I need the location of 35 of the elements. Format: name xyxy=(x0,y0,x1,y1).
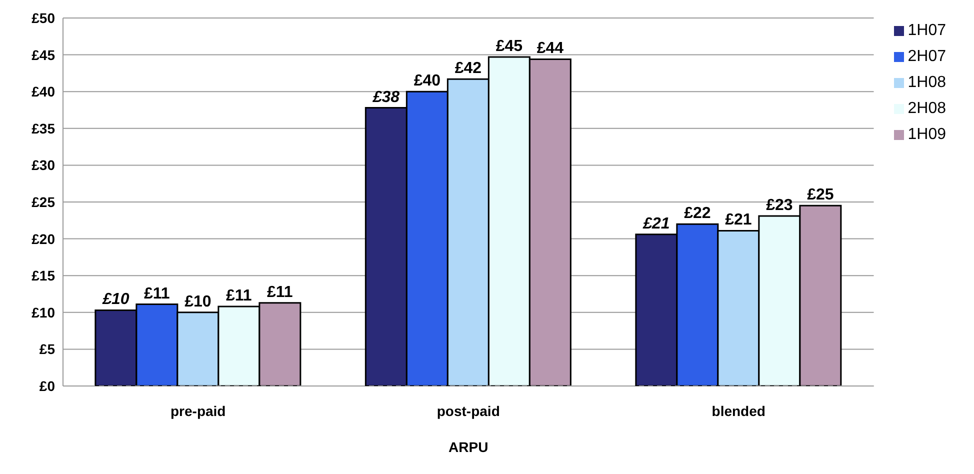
x-axis-title: ARPU xyxy=(448,439,488,455)
y-tick-label: £0 xyxy=(39,378,56,394)
y-tick-label: £10 xyxy=(32,304,56,320)
data-label: £42 xyxy=(454,60,482,78)
y-tick-label: £30 xyxy=(32,157,56,174)
data-label: £11 xyxy=(226,288,252,305)
y-tick-label: £15 xyxy=(32,268,56,284)
x-tick-label: pre-paid xyxy=(170,402,226,419)
legend-label: 2H07 xyxy=(908,48,946,65)
x-tick-label: post-paid xyxy=(436,402,500,419)
legend-label: 1H08 xyxy=(908,74,946,91)
y-tick-label: £25 xyxy=(32,194,56,210)
legend-label: 2H08 xyxy=(908,100,946,117)
data-label: £21 xyxy=(642,215,670,232)
legend-label: 1H07 xyxy=(908,22,946,39)
data-label: £10 xyxy=(102,291,130,308)
data-label: £38 xyxy=(372,88,400,106)
data-label: £22 xyxy=(684,205,711,222)
y-tick-label: £5 xyxy=(39,341,56,358)
data-label: £10 xyxy=(184,293,212,310)
y-tick-label: £20 xyxy=(32,230,56,247)
y-tick-label: £40 xyxy=(32,84,56,100)
data-label: £11 xyxy=(144,285,170,302)
data-label: £45 xyxy=(496,38,523,56)
data-label: £25 xyxy=(807,186,834,204)
data-label: £23 xyxy=(766,196,793,214)
data-label: £11 xyxy=(267,284,293,301)
data-label: £40 xyxy=(414,72,441,90)
y-tick-label: £45 xyxy=(32,46,56,63)
y-tick-label: £35 xyxy=(32,120,56,136)
y-tick-label: £50 xyxy=(32,10,56,26)
data-label: £21 xyxy=(725,212,752,229)
legend-label: 1H09 xyxy=(908,126,946,143)
x-tick-label: blended xyxy=(712,402,766,419)
data-label: £44 xyxy=(536,40,564,58)
